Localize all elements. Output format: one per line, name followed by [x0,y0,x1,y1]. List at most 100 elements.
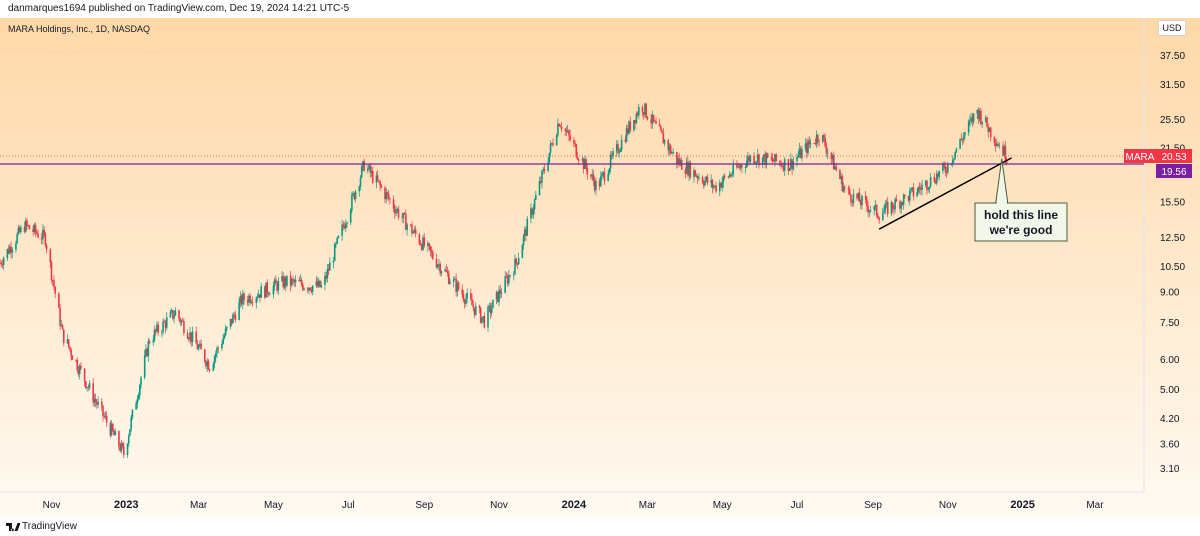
candle-body [723,175,726,177]
ticker-label: MARA [1126,152,1155,163]
candle-body [197,346,200,350]
candle-body [292,279,294,281]
candle-body [293,280,296,283]
candle-body [40,237,43,240]
candle-body [741,165,743,168]
candle-body [721,182,724,188]
time-axis[interactable]: Nov 2023 Mar May Jul Sep Nov 2024 Mar May Jul Sep No… [43,499,1105,511]
time-tick-label: Nov [490,500,508,511]
candle-body [138,385,141,396]
candle-body [15,243,17,250]
candle-body [964,132,966,136]
price-tick-label: 25.50 [1160,115,1185,126]
candle-body [246,300,249,303]
candle-body [309,287,312,291]
candle-body [765,153,768,165]
candle-body [325,275,327,279]
candle-body [815,134,818,144]
candle-body [289,275,292,286]
candle-body [756,154,759,162]
candle-body [986,117,988,127]
candle-body [222,338,224,344]
candle-body [904,194,906,196]
candle-body [981,121,983,124]
candle-body [308,287,310,291]
trend-line[interactable] [878,157,1012,230]
candle-body [24,220,27,232]
candle-body [804,143,807,150]
candle-body [0,262,1,264]
candle-body [988,127,991,133]
candle-body [23,226,26,232]
candle-body [127,435,130,444]
tradingview-brand[interactable]: TradingView [22,521,78,532]
time-tick-label: Nov [939,500,957,511]
candle-body [961,139,964,141]
candle-body [403,213,406,215]
candle-body [300,279,303,285]
time-tick-label: 2023 [114,499,138,511]
candle-body [727,176,730,178]
candle-body [602,172,605,174]
candle-body [864,195,867,200]
candle-body [807,140,809,153]
candle-body [44,233,47,246]
candle-body [688,162,690,176]
price-axis[interactable]: 37.50 31.50 25.50 21.50 15.50 12.50 10.50 9.00 7… [1124,51,1192,475]
annotation-callout[interactable] [974,202,1068,242]
candle-body [823,135,825,139]
candle-body [389,198,391,200]
candle-body [834,166,836,170]
candle-body [539,181,542,183]
candle-body [397,209,400,218]
candle-body [848,189,851,195]
candle-body [392,199,395,209]
candle-body [471,299,473,306]
candle-body [260,286,262,298]
candle-body [779,161,781,163]
candle-body [916,192,918,197]
candle-body [435,258,438,268]
candle-body [188,338,190,340]
candle-body [557,123,559,136]
candle-body [542,169,544,172]
candle-body [76,359,79,371]
candle-body [685,161,688,174]
candle-body [487,306,489,328]
tradingview-logo-icon[interactable] [6,522,20,532]
candle-body [238,302,240,321]
currency-selector[interactable]: USD [1158,20,1186,36]
candle-body [70,349,72,356]
candle-body [935,173,938,184]
candle-body [712,186,715,188]
candle-body [609,154,612,169]
candle-body [705,176,708,181]
candle-body [516,262,519,265]
candle-body [548,152,551,163]
candle-body [299,279,302,282]
candle-body [401,217,403,219]
price-tick-label: 15.50 [1160,198,1185,209]
candle-body [775,154,777,162]
candle-body [378,180,380,182]
candle-body [1002,145,1004,156]
chart-area[interactable]: hold this line we're good 37.50 31.50 25.50… [0,18,1200,518]
candle-body [457,282,460,290]
candle-body [203,349,206,362]
candle-body [472,305,475,308]
candle-body [239,295,242,303]
candle-body [412,231,415,234]
candle-body [259,294,261,298]
candle-body [661,130,663,134]
candle-body [509,275,511,276]
candle-body [489,305,492,314]
candle-body [140,377,142,386]
candle-body [344,224,347,229]
candle-body [196,343,199,350]
candle-body [650,119,652,124]
candle-body [722,175,725,183]
candle-body [109,422,112,436]
candle-body [565,130,568,132]
candle-body [660,126,662,131]
